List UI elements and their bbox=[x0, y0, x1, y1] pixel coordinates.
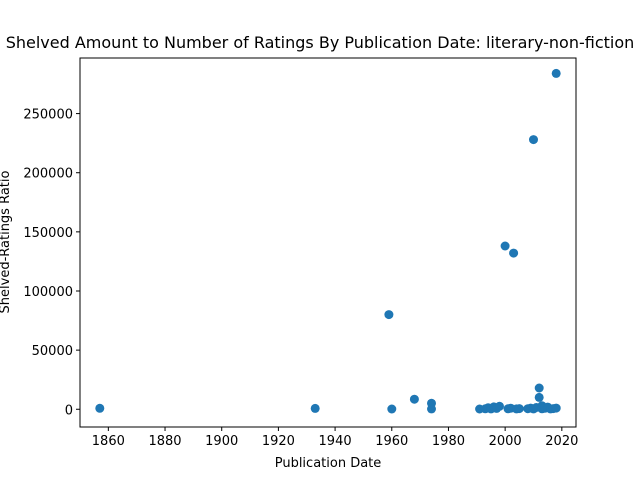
x-ticks: 1860 1880 1900 1920 1940 1960 1980 2000 2020 bbox=[92, 427, 578, 449]
y-tick-label-2: 100000 bbox=[23, 285, 73, 300]
data-point-33 bbox=[551, 68, 561, 78]
y-tick-label-4: 200000 bbox=[23, 167, 73, 182]
chart-title: Shelved Amount to Number of Ratings By P… bbox=[6, 33, 635, 52]
x-tick-label-8: 2020 bbox=[545, 434, 578, 449]
points-layer bbox=[95, 68, 561, 414]
y-axis-label: Shelved-Ratings Ratio bbox=[0, 170, 13, 313]
data-point-14 bbox=[500, 241, 510, 251]
x-tick-label-6: 1980 bbox=[432, 434, 465, 449]
y-tick-label-3: 150000 bbox=[23, 226, 73, 241]
y-tick-label-0: 0 bbox=[65, 403, 73, 418]
x-tick-label-0: 1860 bbox=[92, 434, 125, 449]
x-tick-label-2: 1900 bbox=[205, 434, 238, 449]
data-point-17 bbox=[509, 248, 519, 258]
plot-frame bbox=[79, 57, 577, 428]
x-tick-label-7: 2000 bbox=[489, 434, 522, 449]
data-point-0 bbox=[95, 403, 105, 413]
x-tick-label-5: 1960 bbox=[375, 434, 408, 449]
data-point-3 bbox=[387, 404, 397, 414]
data-point-2 bbox=[384, 310, 394, 320]
data-point-19 bbox=[514, 404, 524, 414]
y-ticks: 0 50000 100000 150000 200000 250000 bbox=[23, 108, 80, 418]
data-point-1 bbox=[310, 403, 320, 413]
x-axis-label: Publication Date bbox=[275, 456, 382, 471]
x-tick-label-3: 1920 bbox=[262, 434, 295, 449]
data-point-26 bbox=[534, 392, 544, 402]
data-point-13 bbox=[495, 401, 504, 411]
data-point-34 bbox=[551, 403, 561, 413]
data-point-6 bbox=[427, 404, 436, 414]
x-tick-label-1: 1880 bbox=[148, 434, 181, 449]
data-point-4 bbox=[409, 394, 419, 404]
data-point-22 bbox=[529, 135, 538, 145]
y-tick-label-1: 50000 bbox=[32, 344, 73, 359]
y-tick-label-5: 250000 bbox=[23, 108, 73, 123]
data-point-25 bbox=[534, 383, 544, 393]
x-tick-label-4: 1940 bbox=[319, 434, 352, 449]
